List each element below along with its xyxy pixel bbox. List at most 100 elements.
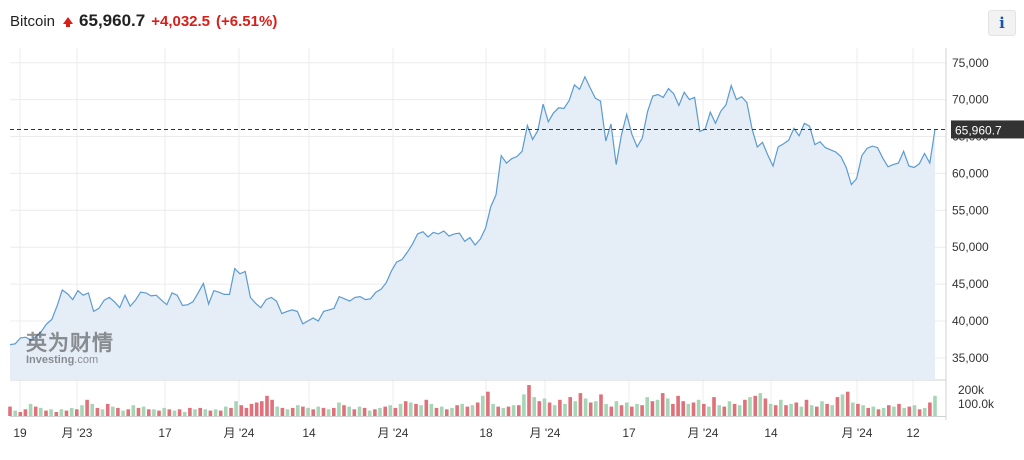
volume-bar	[537, 401, 542, 416]
volume-bar	[33, 406, 38, 416]
y-tick-label: 75,000	[952, 56, 989, 70]
volume-bar	[707, 406, 711, 416]
volume-bar	[511, 405, 516, 416]
watermark-brand-en: Investing.com	[26, 355, 114, 366]
volume-bar	[182, 412, 187, 416]
volume-bar	[907, 406, 912, 416]
volume-bar	[147, 409, 151, 416]
volume-bar	[39, 407, 43, 416]
volume-bar	[583, 398, 588, 416]
volume-bar	[717, 405, 721, 416]
volume-bar	[696, 399, 701, 416]
volume-bar	[296, 405, 300, 416]
x-tick-label: 月 '24	[530, 426, 561, 440]
volume-bar	[455, 405, 459, 416]
volume-bar	[95, 407, 100, 416]
volume-bar	[640, 405, 644, 416]
volume-tick-label: 200k	[958, 383, 985, 397]
volume-bar	[856, 403, 860, 416]
volume-bar	[470, 405, 475, 416]
volume-bar	[136, 407, 141, 416]
volume-bar	[352, 409, 357, 416]
last-price-label-bg	[951, 120, 1024, 139]
price-change-percent: (+6.51%)	[216, 12, 278, 30]
volume-bar	[141, 406, 146, 416]
volume-bar	[912, 405, 917, 416]
volume-bar	[213, 409, 218, 416]
volume-bar	[434, 407, 439, 416]
info-button[interactable]: i	[988, 10, 1016, 36]
volume-bar	[922, 407, 927, 416]
volume-bar	[784, 405, 788, 416]
y-tick-label: 45,000	[952, 277, 989, 291]
volume-bar	[599, 394, 603, 416]
volume-bar	[568, 397, 572, 416]
volume-bar	[655, 399, 660, 416]
volume-bar	[542, 398, 547, 416]
x-tick-label: 月 '24	[224, 426, 255, 440]
instrument-name[interactable]: Bitcoin	[10, 12, 56, 30]
volume-bar	[732, 403, 737, 416]
volume-bar	[830, 405, 834, 416]
price-line	[9, 75, 936, 346]
volume-bar	[224, 406, 228, 416]
price-area	[10, 76, 935, 381]
volume-bar	[265, 395, 269, 416]
volume-bar	[789, 403, 793, 416]
volume-bar	[229, 407, 233, 416]
volume-bar	[737, 405, 742, 416]
volume-bar	[254, 402, 259, 416]
volume-bar	[429, 403, 434, 416]
volume-bar	[367, 410, 372, 416]
volume-bar	[861, 405, 865, 416]
volume-bar	[398, 403, 403, 416]
volume-bar	[332, 407, 336, 416]
volume-bar	[563, 403, 567, 416]
watermark-brand-cn: 英为财情	[26, 331, 114, 355]
volume-bar	[845, 391, 850, 416]
volume-bar	[8, 406, 12, 416]
y-tick-label: 35,000	[952, 351, 989, 365]
volume-bar	[496, 406, 500, 416]
x-tick-label: 月 '24	[378, 426, 409, 440]
volume-bar	[290, 407, 295, 416]
price-change: +4,032.5	[151, 12, 211, 30]
volume-bar	[18, 412, 23, 416]
volume-bar	[630, 406, 634, 416]
volume-bar	[90, 403, 94, 416]
volume-bar	[75, 409, 79, 416]
volume-bar	[619, 405, 624, 416]
volume-bar	[743, 399, 747, 416]
info-icon: i	[999, 14, 1005, 32]
volume-bar	[501, 407, 506, 416]
volume-bar	[69, 407, 74, 416]
volume-bar	[671, 403, 675, 416]
volume-bar	[594, 401, 598, 416]
volume-bar	[547, 402, 552, 416]
volume-bar	[928, 402, 932, 416]
volume-bar	[249, 403, 254, 416]
volume-bar	[172, 410, 177, 416]
volume-bar	[126, 409, 130, 416]
volume-bar	[588, 402, 593, 416]
volume-bar	[347, 406, 351, 416]
volume-bar	[666, 398, 670, 416]
volume-bar	[686, 403, 691, 416]
x-tick-label: 12	[906, 426, 920, 440]
volume-bar	[116, 407, 120, 416]
volume-bar	[933, 395, 937, 416]
instrument-header: Bitcoin 65,960.7 +4,032.5 (+6.51%)	[10, 8, 277, 34]
volume-bar	[794, 402, 799, 416]
volume-bar	[285, 409, 290, 416]
volume-bar	[342, 405, 346, 416]
volume-bar	[465, 406, 470, 416]
volume-bar	[445, 409, 449, 416]
up-arrow-icon	[63, 16, 74, 27]
volume-bar	[815, 406, 819, 416]
volume-bar	[373, 409, 377, 416]
volume-bar	[280, 407, 285, 416]
volume-bar	[840, 394, 845, 416]
volume-bar	[409, 402, 413, 416]
volume-bar	[54, 412, 59, 416]
